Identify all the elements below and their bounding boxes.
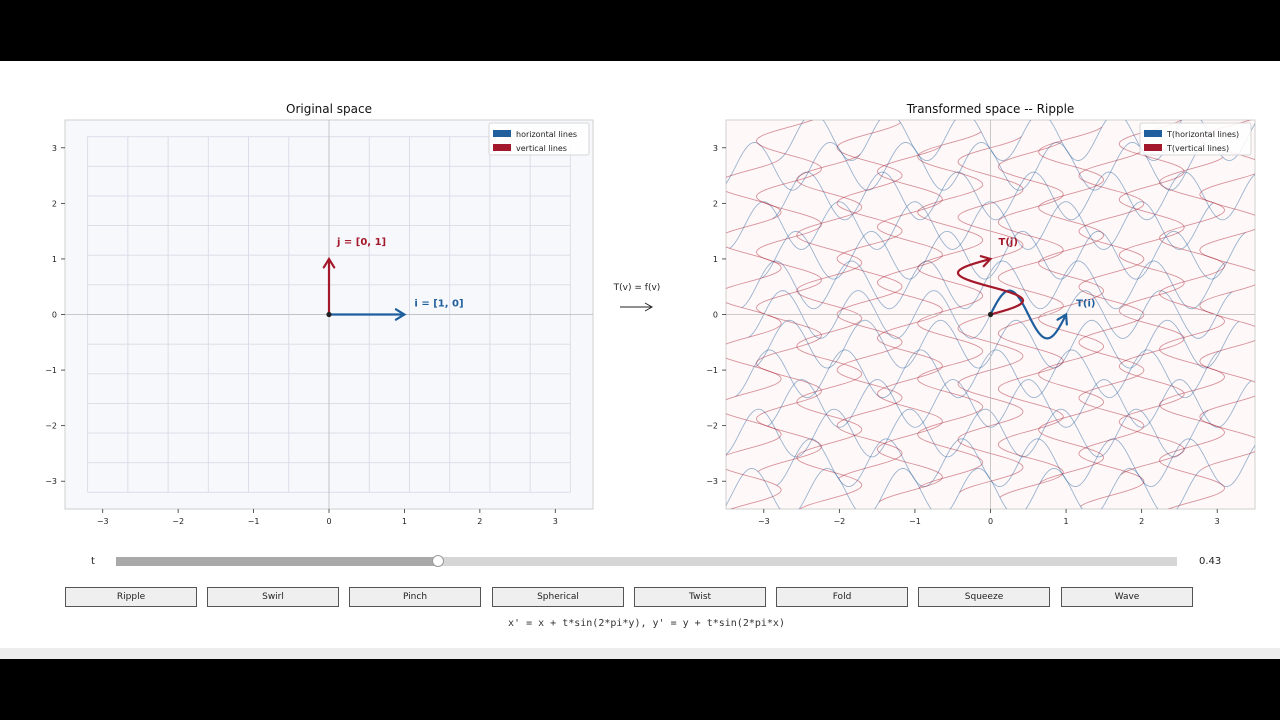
y-tick-label: −3 [706, 477, 718, 486]
legend-swatch [493, 144, 511, 151]
x-tick-label: −1 [909, 517, 921, 526]
vector-1-label: T(j) [999, 237, 1018, 248]
x-tick-label: −3 [97, 517, 109, 526]
y-tick-label: 0 [52, 311, 57, 320]
legend-box [488, 122, 590, 156]
transformed-vertical-line [1199, 120, 1255, 470]
legend-entry: vertical lines [516, 144, 567, 153]
transform-arrow-icon [620, 302, 654, 312]
x-tick-label: 3 [1215, 517, 1220, 526]
transform-label: T(v) = f(v) [613, 283, 661, 293]
left-plot-title: Original space [286, 102, 372, 116]
y-tick-label: −1 [45, 366, 57, 375]
swirl-button[interactable]: Swirl [207, 587, 339, 607]
x-tick-label: 3 [553, 517, 558, 526]
legend-box [1139, 122, 1252, 156]
legend-entry: T(vertical lines) [1166, 144, 1229, 153]
vector-1-label: j = [0, 1] [336, 237, 386, 248]
t-slider[interactable] [116, 555, 1177, 567]
transformed-vertical-line [876, 146, 943, 503]
x-tick-label: 2 [1139, 517, 1144, 526]
y-tick-label: −2 [45, 422, 57, 431]
vector-0-label: i = [1, 0] [414, 299, 463, 310]
transformed-horizontal-line [772, 171, 1255, 221]
x-tick-label: 0 [988, 517, 993, 526]
vector-0-arrowhead [1056, 312, 1068, 326]
transformed-horizontal-line [726, 141, 1205, 191]
legend-swatch [493, 130, 511, 137]
vector-0-shaft [989, 289, 1068, 340]
y-tick-label: −2 [706, 422, 718, 431]
legend-entry: horizontal lines [516, 130, 577, 139]
t-slider-label: t [91, 556, 95, 567]
x-tick-label: −3 [758, 517, 770, 526]
y-tick-label: −3 [45, 477, 57, 486]
x-tick-label: 0 [326, 517, 331, 526]
vector-0-label: T(i) [1076, 299, 1095, 310]
spherical-button[interactable]: Spherical [492, 587, 624, 607]
figure-toolbar [0, 648, 1280, 659]
transformed-horizontal-line [755, 319, 1240, 369]
vector-0-arrowhead [394, 308, 407, 321]
y-tick-label: 3 [52, 144, 57, 153]
x-tick-label: 1 [402, 517, 407, 526]
transformed-horizontal-line [767, 379, 1252, 428]
transformed-vertical-line [756, 120, 822, 472]
transformed-horizontal-line [761, 230, 1246, 280]
legend-swatch [1144, 130, 1162, 137]
transformed-vertical-line [836, 122, 903, 479]
x-tick-label: −1 [248, 517, 260, 526]
t-slider-fill [116, 557, 438, 566]
x-tick-label: 1 [1064, 517, 1069, 526]
transformed-vertical-line [1078, 150, 1145, 507]
transformed-horizontal-line [729, 201, 1214, 250]
figure-canvas: Original space Transformed space -- Ripp… [0, 61, 1280, 659]
transformed-horizontal-line [776, 438, 1255, 488]
transformed-vertical-line [1038, 126, 1105, 483]
t-slider-handle[interactable] [431, 555, 444, 567]
transform-formula: x' = x + t*sin(2*pi*y), y' = y + t*sin(2… [508, 618, 785, 629]
legend-entry: T(horizontal lines) [1166, 130, 1239, 139]
y-tick-label: 3 [713, 144, 718, 153]
origin-point [987, 311, 994, 318]
y-tick-label: 0 [713, 311, 718, 320]
transformed-vertical-line [1118, 120, 1185, 475]
x-tick-label: −2 [833, 517, 845, 526]
twist-button[interactable]: Twist [634, 587, 766, 607]
transformed-horizontal-line [726, 408, 1209, 458]
transformed-vertical-line [1159, 157, 1225, 509]
origin-point [326, 311, 332, 318]
y-tick-label: 2 [52, 199, 57, 208]
x-tick-label: 2 [477, 517, 482, 526]
original-space-plot: −3 −3 −2 −2 −1 −1 0 0 1 1 2 2 3 3 i = [1, 0] j = [0, 1]… [45, 119, 594, 526]
transformed-horizontal-line [779, 120, 1255, 162]
vector-1-shaft [956, 257, 1025, 316]
transformed-horizontal-line [735, 349, 1220, 399]
ripple-button[interactable]: Ripple [65, 587, 197, 607]
squeeze-button[interactable]: Squeeze [918, 587, 1050, 607]
transformed-vertical-line [917, 131, 984, 488]
transformed-vertical-line [796, 154, 863, 509]
pinch-button[interactable]: Pinch [349, 587, 481, 607]
vector-1-arrowhead [322, 256, 336, 269]
fold-button[interactable]: Fold [776, 587, 908, 607]
y-tick-label: 1 [52, 255, 57, 264]
y-tick-label: 2 [713, 199, 718, 208]
transformed-vertical-line [726, 159, 782, 509]
y-tick-label: −1 [706, 366, 718, 375]
transformed-space-plot: −3 −3 −2 −2 −1 −1 0 0 1 1 2 2 3 3 T(i) T(j) T(horizontal… [706, 119, 1256, 526]
right-plot-title: Transformed space -- Ripple [906, 102, 1075, 116]
wave-button[interactable]: Wave [1061, 587, 1193, 607]
x-tick-label: −2 [172, 517, 184, 526]
vector-1-arrowhead [979, 255, 993, 268]
grid-lines [65, 120, 593, 509]
t-slider-value: 0.43 [1199, 556, 1222, 567]
legend-swatch [1144, 144, 1162, 151]
y-tick-label: 1 [713, 255, 718, 264]
transformed-horizontal-line [726, 467, 1202, 509]
